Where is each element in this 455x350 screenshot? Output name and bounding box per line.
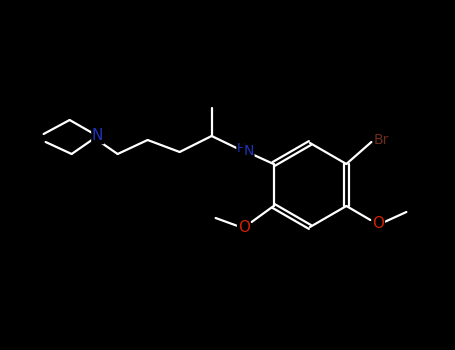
Text: H: H	[237, 141, 246, 154]
Text: O: O	[372, 217, 384, 231]
Text: O: O	[238, 220, 250, 236]
Text: N: N	[92, 128, 103, 143]
Text: N: N	[243, 144, 254, 158]
Text: Br: Br	[374, 133, 389, 147]
